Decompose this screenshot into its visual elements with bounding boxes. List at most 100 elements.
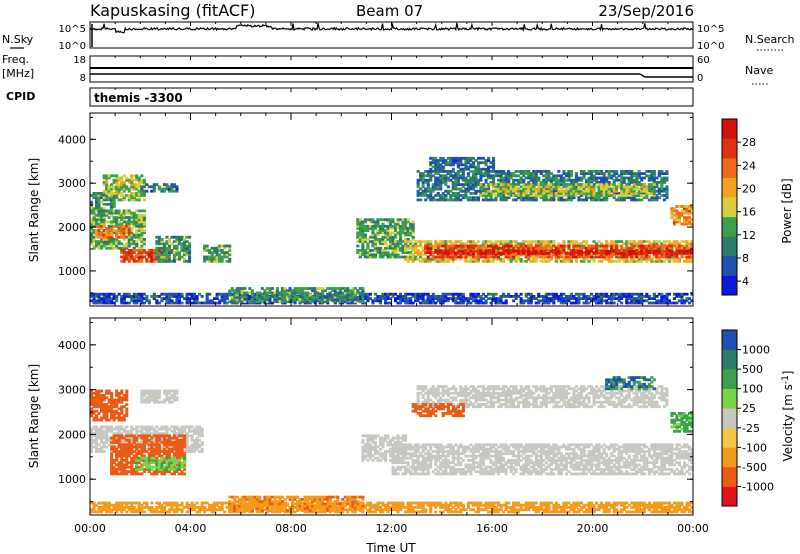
power-cell [627,255,631,259]
power-cell [554,181,558,184]
power-cell [441,181,445,184]
power-cell [572,189,576,193]
power-cell [524,189,528,193]
power-cell [647,174,651,178]
power-cell [549,246,553,250]
power-cell [439,185,443,189]
power-cell [193,299,197,303]
power-cell [527,292,531,296]
power-cell [426,183,430,186]
power-cell [142,198,146,202]
power-cell [444,255,448,259]
power-cell [313,298,317,301]
power-cell [544,194,548,197]
power-cell [675,244,679,248]
power-cell [112,192,116,195]
power-cell [554,249,558,252]
power-cell [645,170,649,173]
power-cell [361,253,365,257]
power-cell [622,187,626,191]
power-cell [102,224,106,228]
power-cell [120,295,124,298]
power-cell [595,246,599,250]
power-cell [135,187,139,191]
power-cell [635,198,639,202]
power-cell [617,249,621,253]
power-cell [587,255,591,259]
power-cell [386,233,390,237]
power-cell [175,251,179,254]
station-title: Kapuskasing (fitACF) [90,1,255,20]
power-cell [127,178,131,182]
power-cell [336,295,340,299]
power-cell [112,246,116,250]
power-cell [110,222,114,226]
power-cell [481,301,485,305]
power-cell [421,181,425,184]
power-cell [185,240,189,243]
power-cell [157,255,161,259]
power-cell [499,240,503,243]
power-cell [160,242,164,246]
power-cell [404,231,408,235]
power-cell [547,244,551,248]
power-cell [265,287,269,290]
power-cell [381,238,385,241]
power-cell [122,216,126,219]
power-cell [574,194,578,197]
power-cell [205,257,209,261]
power-cell [592,240,596,243]
power-cell [363,240,367,243]
power-cell [504,249,508,253]
power-cell [441,196,445,200]
power-cell [507,178,511,182]
power-cell [137,295,141,298]
power-cell [559,251,563,254]
power-cell [155,299,159,303]
power-cell [542,252,546,255]
power-cell [492,252,496,255]
power-cell [100,233,104,237]
power-cell [572,178,576,182]
power-cell [110,224,114,228]
power-cell [640,301,644,305]
power-cell [615,259,619,263]
power-cell [529,246,533,250]
power-cell [431,299,435,303]
power-cell [544,244,548,248]
power-cell [122,183,126,186]
power-cell [213,255,217,259]
power-cell [562,249,566,252]
power-cell [165,242,169,246]
power-cell [122,229,126,232]
power-cell [409,255,413,259]
power-cell [507,240,511,243]
power-cell [547,301,551,305]
power-cell [537,301,541,305]
power-cell [444,249,448,253]
power-cell [542,240,546,243]
power-cell [90,194,94,197]
power-cell [602,189,606,193]
power-cell [680,244,684,248]
power-cell [293,287,297,290]
power-cell [348,293,352,297]
power-cell [652,240,656,243]
power-cell [487,183,491,186]
power-cell [140,213,144,217]
power-cell [172,292,176,296]
power-cell [665,192,669,195]
power-cell [414,249,418,252]
power-cell [150,185,154,189]
power-cell [371,299,375,303]
power-cell [660,181,664,184]
power-cell [391,238,395,241]
power-cell [607,301,611,305]
power-cell [190,295,194,298]
power-cell [137,233,141,237]
power-cell [373,222,377,226]
power-cell [667,292,671,296]
power-cell [122,246,126,250]
power-cell [421,299,425,303]
power-cell [293,291,297,295]
